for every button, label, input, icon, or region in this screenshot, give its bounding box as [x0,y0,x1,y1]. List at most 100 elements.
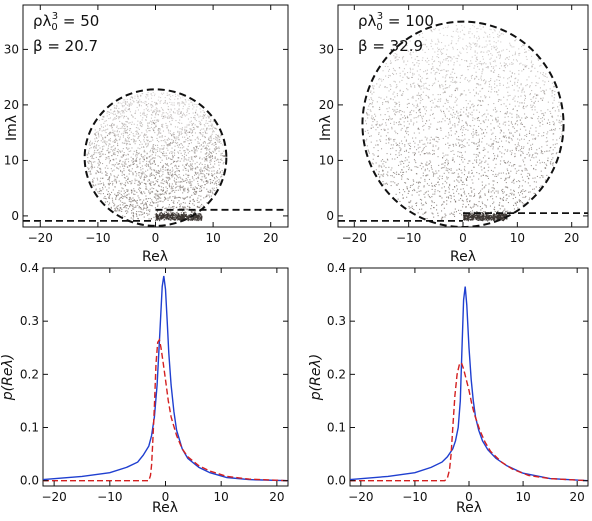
eigenvalue-point [124,140,126,142]
eigenvalue-point [131,210,133,212]
eigenvalue-point [126,98,128,100]
eigenvalue-point [188,157,190,159]
eigenvalue-cloud [364,24,563,222]
eigenvalue-point [481,188,483,190]
eigenvalue-point [114,163,116,165]
eigenvalue-point [138,104,140,106]
eigenvalue-point [448,56,450,58]
eigenvalue-point [159,102,161,104]
eigenvalue-point [92,184,94,186]
eigenvalue-point [560,120,562,122]
eigenvalue-point [405,139,407,141]
eigenvalue-point [180,111,182,113]
eigenvalue-point [150,173,152,175]
eigenvalue-point [204,113,206,115]
eigenvalue-point [556,139,558,141]
eigenvalue-point [117,145,119,147]
eigenvalue-point [469,92,471,94]
eigenvalue-point [213,187,215,189]
eigenvalue-point [407,120,409,122]
eigenvalue-point [113,175,115,177]
eigenvalue-point [97,170,99,172]
eigenvalue-point [445,75,447,77]
eigenvalue-point [396,84,398,86]
eigenvalue-point [161,189,163,191]
eigenvalue-point [441,121,443,123]
eigenvalue-point [147,142,149,144]
eigenvalue-point [136,131,138,133]
eigenvalue-point [118,107,120,109]
eigenvalue-point [458,193,460,195]
eigenvalue-point [120,169,122,171]
eigenvalue-point [126,129,128,131]
eigenvalue-point [166,127,168,129]
eigenvalue-point [399,104,401,106]
eigenvalue-point [373,154,375,156]
eigenvalue-point [183,141,185,143]
eigenvalue-point [104,130,106,132]
eigenvalue-point [158,128,160,130]
eigenvalue-point [168,143,170,145]
eigenvalue-point [162,171,164,173]
eigenvalue-point [171,191,173,193]
eigenvalue-point [196,113,198,115]
eigenvalue-point [182,101,184,103]
eigenvalue-point [181,101,183,103]
eigenvalue-point [455,211,457,213]
eigenvalue-point [499,202,501,204]
eigenvalue-point [109,132,111,134]
eigenvalue-point [146,212,148,214]
eigenvalue-point [190,101,192,103]
eigenvalue-point [121,103,123,105]
eigenvalue-point [431,68,433,70]
eigenvalue-point [459,31,461,33]
eigenvalue-point [500,41,502,43]
eigenvalue-point [158,109,160,111]
eigenvalue-point [177,177,179,179]
eigenvalue-point [164,163,166,165]
eigenvalue-point [126,175,128,177]
eigenvalue-point [166,103,168,105]
eigenvalue-point [520,95,522,97]
eigenvalue-point [378,96,380,98]
eigenvalue-point [95,152,97,154]
eigenvalue-point [183,212,185,214]
eigenvalue-point [108,184,110,186]
eigenvalue-point [99,129,101,131]
eigenvalue-point [168,109,170,111]
eigenvalue-point [150,114,152,116]
eigenvalue-point [506,150,508,152]
eigenvalue-point [390,175,392,177]
eigenvalue-point [394,113,396,115]
eigenvalue-point [154,147,156,149]
eigenvalue-point [549,123,551,125]
eigenvalue-point [499,62,501,64]
eigenvalue-point [186,174,188,176]
eigenvalue-point [408,202,410,204]
eigenvalue-point [487,66,489,68]
eigenvalue-point [522,106,524,108]
eigenvalue-point [169,186,171,188]
eigenvalue-point [450,168,452,170]
eigenvalue-point [174,197,176,199]
eigenvalue-point [169,178,171,180]
eigenvalue-point [503,136,505,138]
eigenvalue-point [102,163,104,165]
eigenvalue-point [423,153,425,155]
eigenvalue-point [162,187,164,189]
eigenvalue-point [186,134,188,136]
eigenvalue-point [121,126,123,128]
eigenvalue-point [415,162,417,164]
eigenvalue-point [176,215,178,218]
eigenvalue-point [168,185,170,187]
eigenvalue-point [166,218,168,220]
eigenvalue-point [139,199,141,201]
eigenvalue-point [172,169,174,171]
eigenvalue-point [88,153,90,155]
eigenvalue-point [169,144,171,146]
eigenvalue-point [405,182,407,184]
eigenvalue-point [391,175,393,177]
eigenvalue-point [526,79,528,81]
eigenvalue-point [164,155,166,157]
